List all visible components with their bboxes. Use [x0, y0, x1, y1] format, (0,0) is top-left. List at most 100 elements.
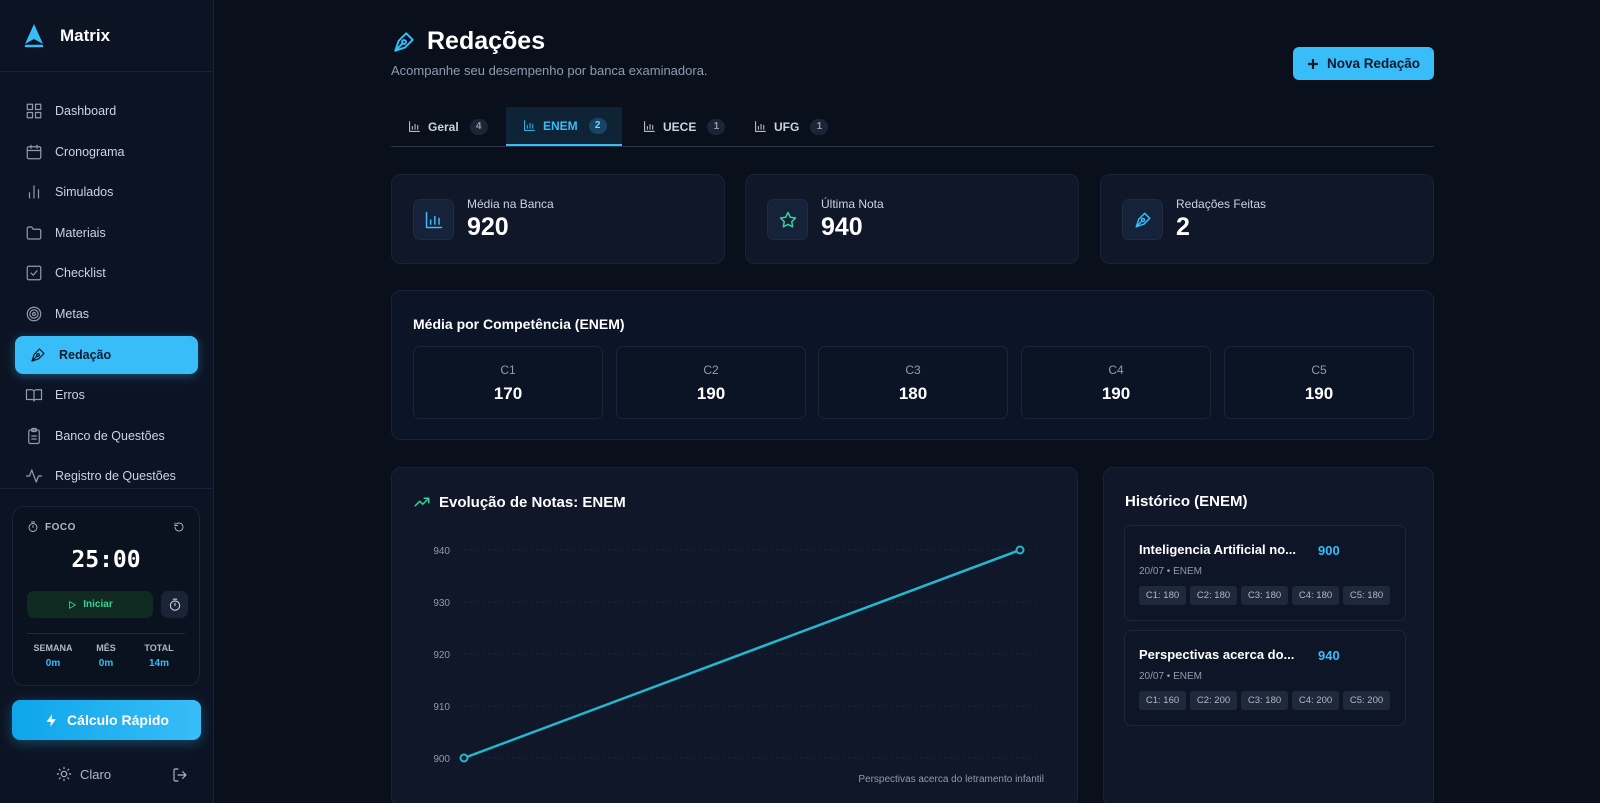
competency-tag: C2: 200: [1190, 691, 1237, 710]
sidebar-item-banco-de-questoes[interactable]: Banco de Questões: [15, 417, 198, 455]
logout-button[interactable]: [172, 767, 188, 783]
reset-button[interactable]: [173, 521, 185, 533]
competency-title: Média por Competência (ENEM): [413, 316, 625, 332]
stat-value: 14m: [148, 658, 169, 669]
evolution-chart-card: Evolução de Notas: ENEM 940 930 920 910 900 P…: [391, 467, 1078, 803]
tab-uece[interactable]: UECE 1: [626, 107, 736, 146]
competency-value: 170: [493, 384, 523, 403]
competency-label: C2: [703, 363, 719, 377]
competency-tag: C4: 200: [1292, 691, 1339, 710]
tab-geral[interactable]: Geral 4: [391, 107, 501, 146]
new-essay-label: Nova Redação: [1326, 56, 1421, 71]
sun-icon: [56, 766, 72, 782]
focus-title: FOCO: [45, 521, 76, 533]
data-point: [1015, 545, 1025, 555]
competency-tag: C3: 180: [1241, 691, 1288, 710]
stat-label: SEMANA: [33, 643, 73, 653]
start-label: Iniciar: [83, 599, 113, 610]
history-item-score: 940: [1318, 648, 1340, 663]
tab-enem[interactable]: ENEM 2: [506, 107, 622, 146]
bar-chart-icon: [409, 121, 420, 132]
sidebar-item-materiais[interactable]: Materiais: [15, 214, 198, 252]
sidebar-item-dashboard[interactable]: Dashboard: [15, 92, 198, 130]
kpi-card-essays-done: Redações Feitas 2: [1100, 174, 1434, 264]
competency-card: Média por Competência (ENEM) C1 170 C2 1…: [391, 290, 1434, 440]
competency-tag: C3: 180: [1241, 586, 1288, 605]
logout-icon: [173, 768, 187, 782]
timer-mode-button[interactable]: [161, 591, 188, 618]
focus-stats: SEMANA 0m MÊS 0m TOTAL 14m: [27, 643, 185, 669]
competency-tag: C5: 200: [1343, 691, 1390, 710]
start-button[interactable]: Iniciar: [27, 591, 153, 618]
y-tick-label: 920: [433, 650, 450, 661]
tab-ufg[interactable]: UFG 1: [737, 107, 837, 146]
kpi-icon-box: [767, 199, 808, 240]
kpi-icon-box: [413, 199, 454, 240]
tab-label: UFG: [774, 119, 800, 134]
play-icon: [69, 600, 77, 609]
competency-tag: C1: 180: [1139, 586, 1186, 605]
kpi-value: 940: [821, 213, 863, 241]
stat-value: 0m: [45, 658, 61, 669]
new-essay-button[interactable]: Nova Redação: [1293, 47, 1434, 80]
tab-bar: Geral 4 ENEM 2 UECE 1 UFG 1: [391, 107, 1434, 147]
stat-label: TOTAL: [144, 643, 174, 653]
series-line: [463, 548, 1021, 760]
competency-tag: C5: 180: [1343, 586, 1390, 605]
target-icon: [26, 306, 42, 322]
history-item[interactable]: Perspectivas acerca do... 940 20/07 • EN…: [1124, 630, 1406, 726]
competency-c5: C5 190: [1224, 346, 1414, 419]
stat-total: TOTAL 14m: [133, 643, 185, 669]
sidebar-item-metas[interactable]: Metas: [15, 295, 198, 333]
sidebar: Matrix Dashboard Cronograma Simulados Ma…: [0, 0, 214, 803]
sidebar-nav: Dashboard Cronograma Simulados Materiais…: [0, 72, 213, 495]
sidebar-item-registro-de-questoes[interactable]: Registro de Questões: [15, 457, 198, 495]
stat-week: SEMANA 0m: [27, 643, 79, 669]
tab-label: UECE: [663, 119, 697, 134]
evolution-title: Evolução de Notas: ENEM: [439, 493, 626, 511]
stat-label: MÊS: [96, 643, 116, 653]
history-item-title: Inteligencia Artificial no...: [1139, 542, 1296, 557]
sidebar-item-cronograma[interactable]: Cronograma: [15, 133, 198, 171]
sidebar-item-label: Registro de Questões: [55, 469, 176, 484]
y-tick-label: 900: [433, 754, 450, 765]
x-tick-label: Perspectivas acerca do letramento infant…: [858, 774, 1044, 785]
brand[interactable]: Matrix: [0, 0, 213, 72]
data-point: [459, 753, 469, 763]
activity-icon: [25, 469, 43, 483]
kpi-value: 920: [467, 213, 509, 241]
divider: [27, 633, 185, 634]
sidebar-item-erros[interactable]: Erros: [15, 376, 198, 414]
history-item-meta: 20/07 • ENEM: [1139, 566, 1202, 577]
page-title: Redações: [427, 27, 546, 55]
competency-value: 190: [1304, 384, 1334, 403]
competency-label: C5: [1311, 363, 1327, 377]
checklist-icon: [26, 266, 42, 281]
kpi-label: Média na Banca: [467, 197, 554, 211]
kpi-label: Última Nota: [821, 197, 884, 211]
sidebar-item-checklist[interactable]: Checklist: [15, 254, 198, 292]
competency-label: C1: [500, 363, 516, 377]
sidebar-item-redacao[interactable]: Redação: [15, 335, 198, 374]
history-item[interactable]: Inteligencia Artificial no... 900 20/07 …: [1124, 525, 1406, 621]
quick-calc-button[interactable]: Cálculo Rápido: [12, 700, 201, 740]
theme-toggle[interactable]: Claro: [56, 766, 111, 782]
competency-tag: C4: 180: [1292, 586, 1339, 605]
tab-count-badge: 1: [810, 118, 829, 135]
app-name: Matrix: [60, 25, 111, 45]
sidebar-item-label: Metas: [55, 306, 90, 321]
tab-count-badge: 2: [588, 117, 607, 134]
sidebar-item-simulados[interactable]: Simulados: [15, 173, 198, 211]
history-item-tags: C1: 180 C2: 180 C3: 180 C4: 180 C5: 180: [1139, 586, 1390, 605]
kpi-icon-box: [1122, 199, 1163, 240]
history-card: Histórico (ENEM) Inteligencia Artificial…: [1103, 467, 1434, 803]
history-item-title: Perspectivas acerca do...: [1139, 647, 1295, 662]
history-item-score: 900: [1318, 543, 1340, 558]
tab-count-badge: 4: [469, 118, 488, 135]
star-icon: [779, 211, 796, 228]
sidebar-item-label: Cronograma: [55, 144, 125, 159]
calendar-icon: [26, 144, 42, 159]
evolution-title-row: Evolução de Notas: ENEM: [413, 493, 626, 511]
page-subtitle: Acompanhe seu desempenho por banca exami…: [391, 63, 708, 78]
competency-label: C3: [905, 363, 921, 377]
